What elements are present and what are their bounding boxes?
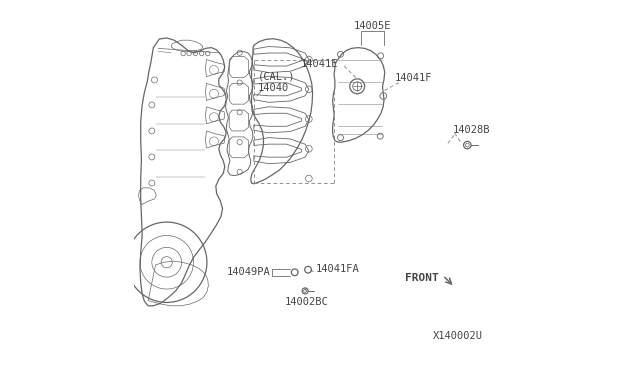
Text: 14041F: 14041F: [394, 73, 432, 83]
Text: 14041E: 14041E: [301, 59, 339, 69]
Text: 14005E: 14005E: [354, 21, 391, 31]
Text: X140002U: X140002U: [433, 331, 483, 340]
Text: 14028B: 14028B: [452, 125, 490, 135]
Text: 14002BC: 14002BC: [285, 297, 328, 307]
Text: (CAL.)
14040: (CAL.) 14040: [257, 72, 295, 93]
Text: FRONT: FRONT: [404, 273, 438, 283]
Text: 14049PA: 14049PA: [227, 267, 271, 277]
Text: 14041FA: 14041FA: [316, 264, 359, 273]
